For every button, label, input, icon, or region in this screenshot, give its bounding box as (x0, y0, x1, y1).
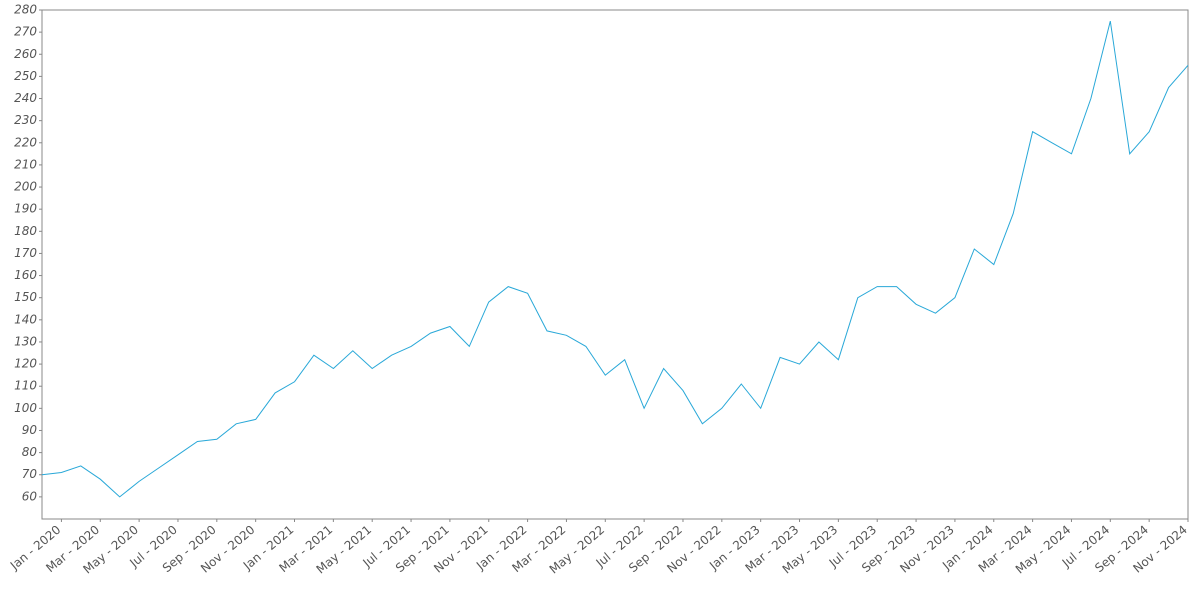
y-tick-label: 220 (14, 135, 37, 149)
y-tick-label: 260 (14, 47, 37, 61)
y-tick-label: 130 (14, 334, 37, 348)
y-tick-label: 160 (14, 268, 37, 282)
plot-frame (41, 9, 1189, 520)
y-tick-label: 110 (14, 379, 37, 393)
y-tick-label: 270 (14, 25, 37, 39)
y-tick-label: 60 (22, 489, 38, 503)
y-tick-label: 190 (14, 202, 37, 216)
y-tick-label: 280 (14, 3, 37, 17)
y-tick-label: 140 (14, 312, 37, 326)
y-tick-label: 200 (14, 180, 37, 194)
y-tick-label: 120 (14, 357, 37, 371)
y-tick-label: 80 (22, 445, 38, 459)
y-tick-label: 90 (22, 423, 38, 437)
price-line (41, 20, 1189, 498)
y-tick-label: 240 (14, 91, 37, 105)
y-tick-label: 180 (14, 224, 37, 238)
y-tick-label: 230 (14, 113, 37, 127)
y-tick-label: 70 (22, 467, 38, 481)
y-tick-label: 100 (14, 401, 37, 415)
y-tick-label: 210 (14, 157, 37, 171)
y-tick-label: 170 (14, 246, 37, 260)
y-tick-label: 150 (14, 290, 37, 304)
y-tick-label: 250 (14, 69, 37, 83)
